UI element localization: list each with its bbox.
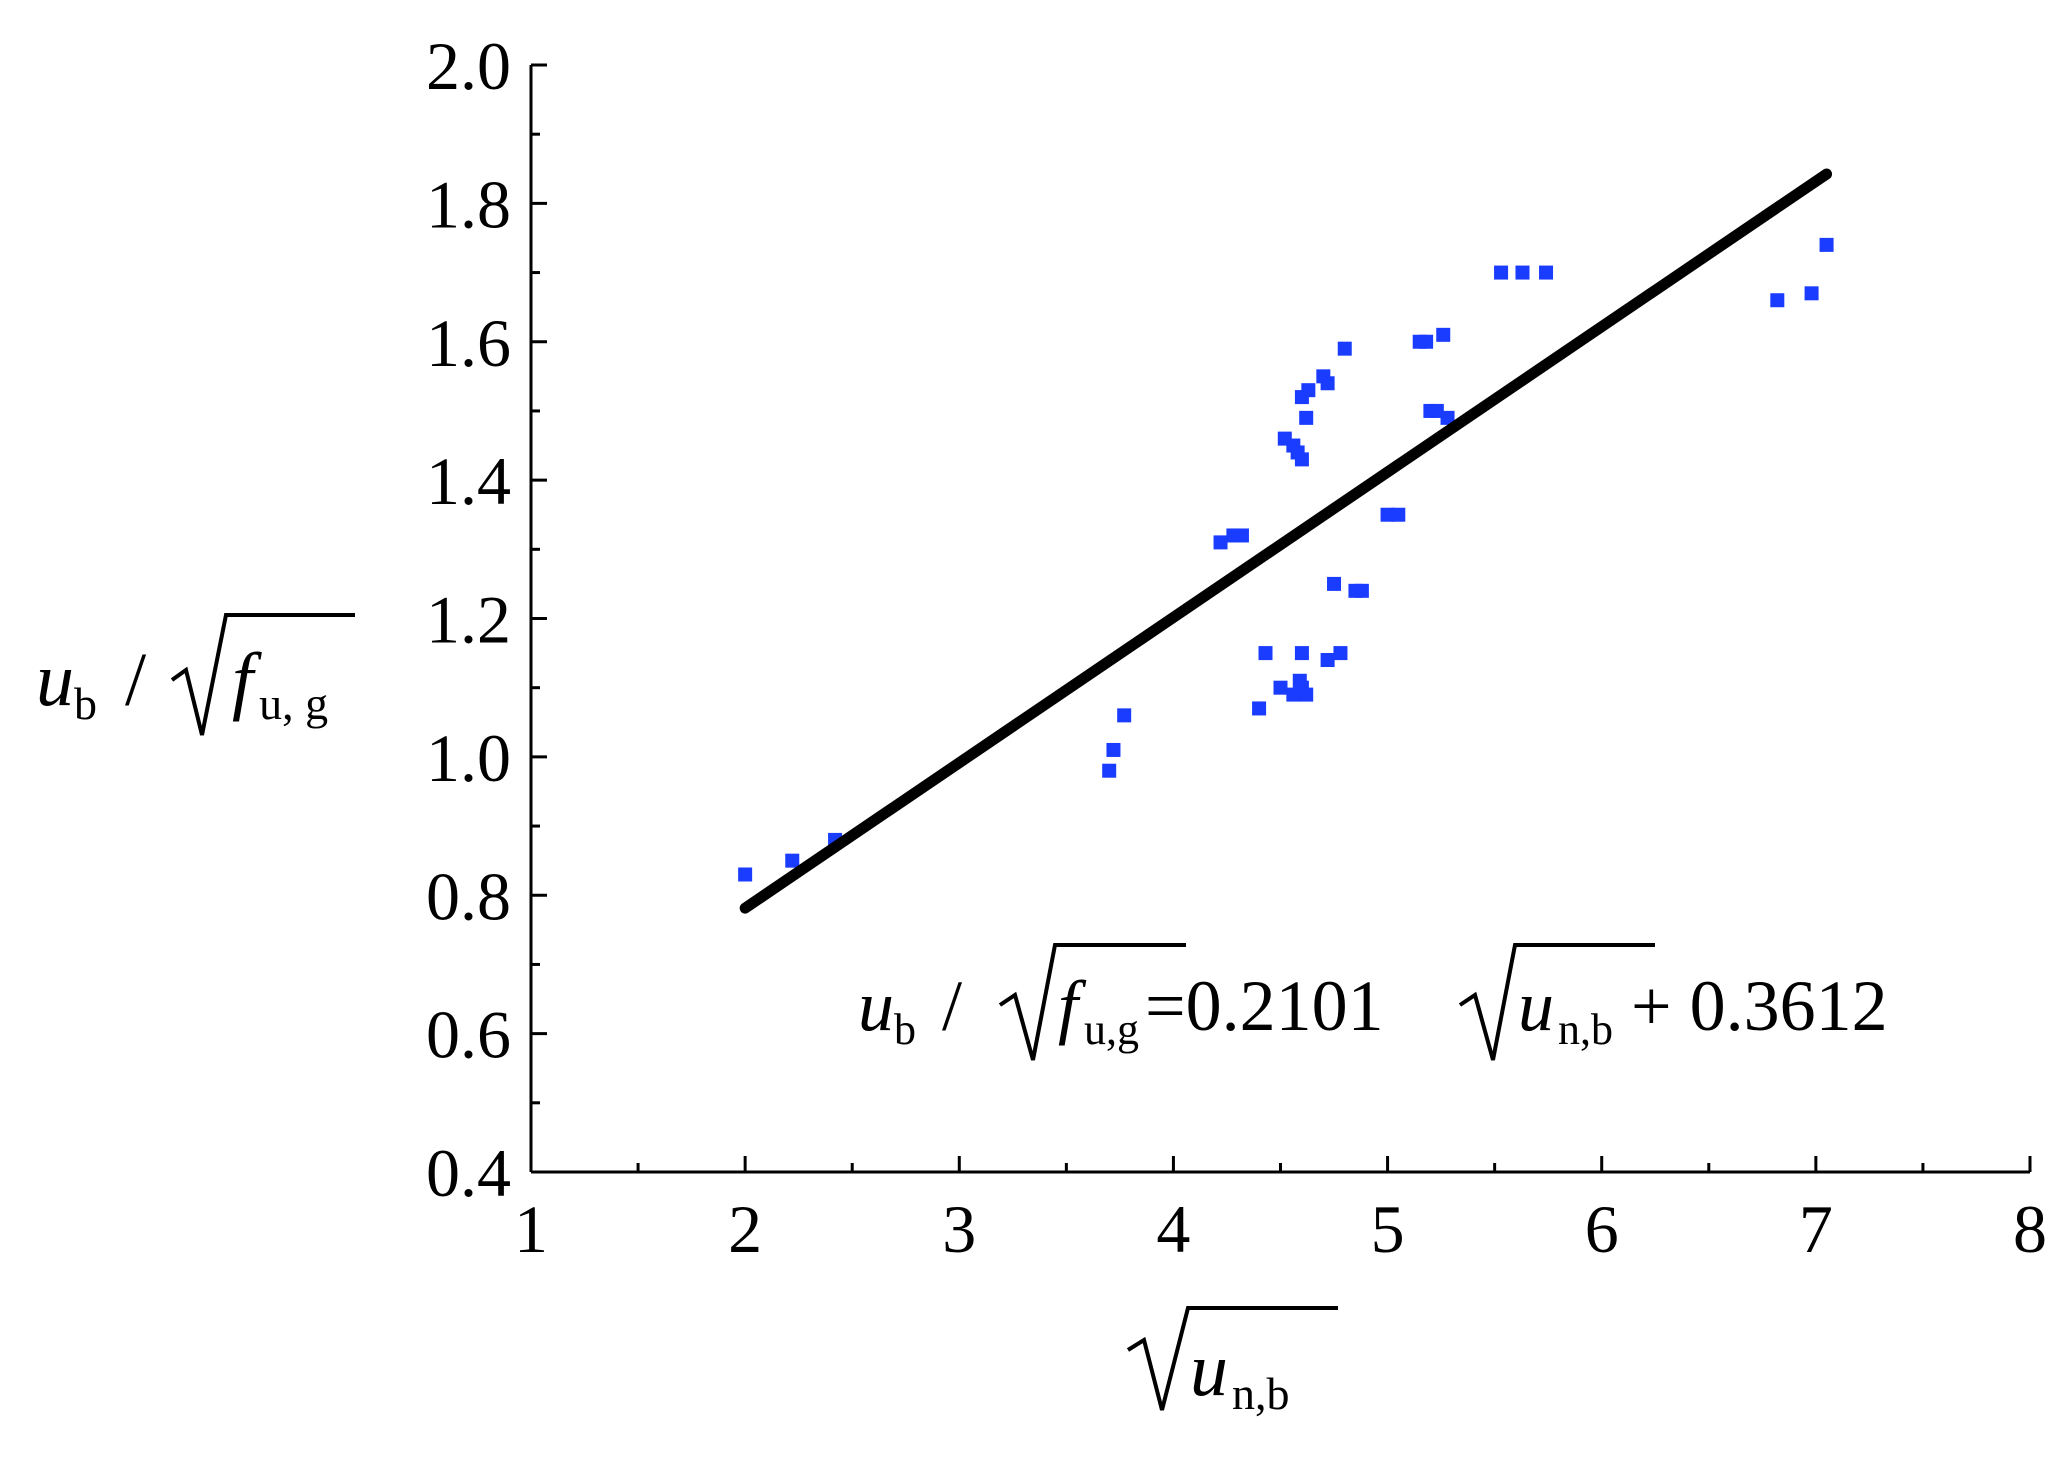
data-point xyxy=(1539,265,1554,280)
x-label-radical xyxy=(1126,1306,1338,1411)
y-axis-label: ub / f u, g xyxy=(36,613,355,736)
y-tick-label: 0.6 xyxy=(426,997,511,1073)
data-point xyxy=(1380,507,1395,522)
y-tick-label: 1.2 xyxy=(426,582,511,658)
data-point xyxy=(1273,680,1288,695)
x-tick-label: 1 xyxy=(514,1191,548,1267)
data-point xyxy=(1515,265,1530,280)
x-tick-label: 2 xyxy=(728,1191,762,1267)
data-point xyxy=(1429,403,1444,418)
data-point xyxy=(1258,646,1273,661)
y-label-radical xyxy=(170,613,355,736)
data-point xyxy=(1294,452,1309,467)
data-point xyxy=(785,853,800,868)
data-point xyxy=(1106,742,1121,757)
svg-text:fu,g=0.2101: f u,g=0.2101 xyxy=(1058,966,1384,1054)
data-point xyxy=(1391,507,1406,522)
data-point xyxy=(1337,341,1352,356)
tick-labels: 1 2 3 4 5 6 7 8 0.4 0.6 0.8 1.0 1.2 1.4 1.6 1.8 2.0 xyxy=(426,28,2047,1267)
y-tick-label: 2.0 xyxy=(426,28,511,104)
svg-text:ub/: ub / xyxy=(858,966,962,1054)
eq-rhs-root-sub: n,b xyxy=(1558,1005,1613,1054)
svg-text:fu, g: f u, g xyxy=(232,638,328,729)
data-point xyxy=(1819,237,1834,252)
data-point xyxy=(1294,646,1309,661)
y-label-slash: / xyxy=(125,638,147,722)
x-tick-label: 8 xyxy=(2013,1191,2047,1267)
svg-text:un,b: un,b xyxy=(1190,1328,1290,1419)
data-point xyxy=(1234,528,1249,543)
y-label-root-sub: u, g xyxy=(259,678,328,729)
data-point xyxy=(1327,576,1342,591)
data-point xyxy=(1294,680,1309,695)
x-tick-label: 7 xyxy=(1799,1191,1833,1267)
y-label-root-main: f xyxy=(232,638,262,722)
eq-slash: / xyxy=(942,966,962,1046)
y-tick-label: 1.6 xyxy=(426,305,511,381)
svg-text:ub/: ub / xyxy=(36,638,147,729)
y-label-main: u xyxy=(36,638,74,722)
eq-coef: =0.2101 xyxy=(1145,966,1384,1046)
eq-lhs-root-main: f xyxy=(1058,966,1087,1046)
eq-lhs-sub: b xyxy=(894,1005,916,1054)
y-tick-label: 0.8 xyxy=(426,858,511,934)
data-point xyxy=(1117,708,1132,723)
x-label-sub: n,b xyxy=(1232,1368,1290,1419)
data-point xyxy=(1102,763,1117,778)
data-point xyxy=(1440,410,1455,425)
x-axis-label: un,b xyxy=(1126,1306,1338,1419)
x-tick-label: 4 xyxy=(1156,1191,1190,1267)
x-tick-label: 5 xyxy=(1371,1191,1405,1267)
fit-line-group xyxy=(739,168,1833,914)
data-point xyxy=(1354,583,1369,598)
eq-rhs-root-main: u xyxy=(1518,966,1554,1046)
data-point xyxy=(1494,265,1509,280)
data-point xyxy=(1299,410,1314,425)
ticks xyxy=(529,63,2032,1174)
data-point xyxy=(1419,334,1434,349)
fit-line xyxy=(739,168,1833,914)
x-label-main: u xyxy=(1190,1328,1228,1412)
eq-lhs-main: u xyxy=(858,966,894,1046)
data-point xyxy=(1333,646,1348,661)
data-points xyxy=(738,237,1834,882)
data-point xyxy=(1804,286,1819,301)
svg-text:un,b+ 0.3612: un,b + 0.3612 xyxy=(1518,966,1888,1054)
y-tick-label: 1.8 xyxy=(426,166,511,242)
eq-lhs-root-sub: u,g xyxy=(1084,1005,1139,1054)
data-point xyxy=(1213,535,1228,550)
data-point xyxy=(1436,327,1451,342)
data-point xyxy=(1301,383,1316,398)
data-point xyxy=(1252,701,1267,716)
eq-rhs-radical xyxy=(1458,943,1655,1061)
data-point xyxy=(1320,653,1335,668)
data-point xyxy=(1770,293,1785,308)
data-point xyxy=(1320,376,1335,391)
y-tick-label: 0.4 xyxy=(426,1135,511,1211)
regression-equation: ub / f u,g=0.2101 un,b + 0.3612 xyxy=(858,943,1888,1061)
x-tick-label: 3 xyxy=(942,1191,976,1267)
y-label-sub: b xyxy=(74,678,97,729)
eq-rhs-const: + 0.3612 xyxy=(1631,966,1888,1046)
y-tick-label: 1.4 xyxy=(426,443,511,519)
eq-lhs-radical xyxy=(998,943,1186,1061)
x-tick-label: 6 xyxy=(1585,1191,1619,1267)
y-tick-label: 1.0 xyxy=(426,720,511,796)
data-point xyxy=(738,867,753,882)
